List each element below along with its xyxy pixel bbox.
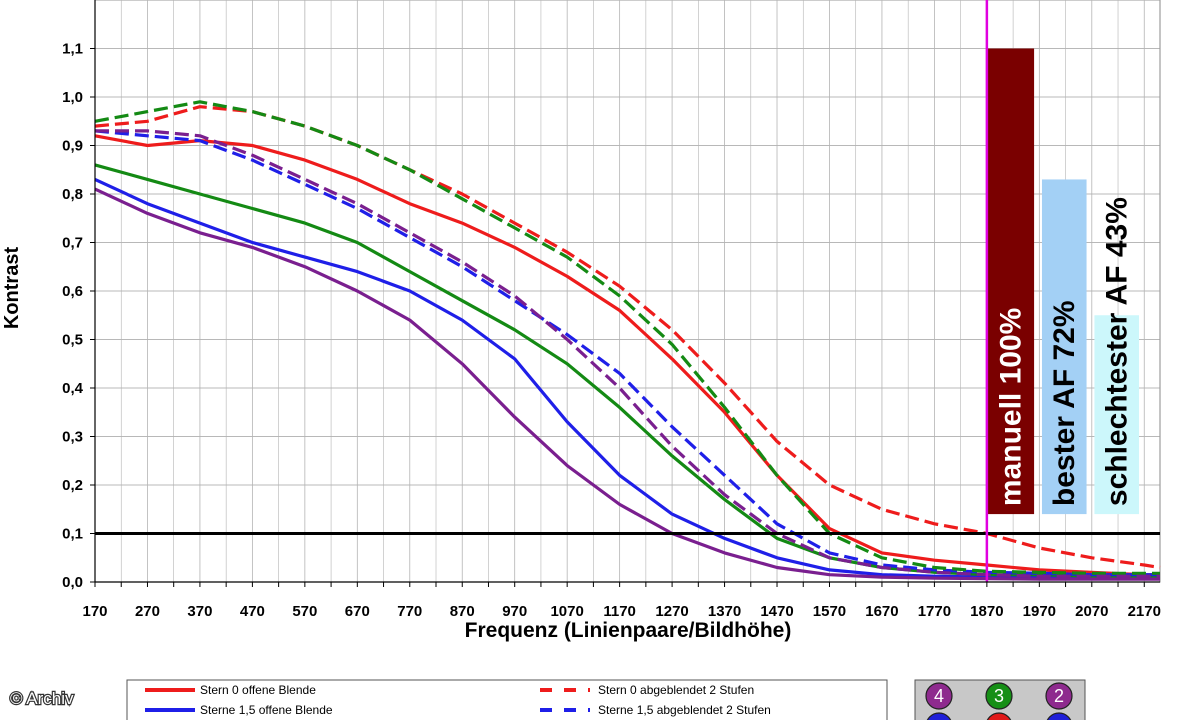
x-tick-label: 370 bbox=[187, 603, 212, 620]
x-tick-label: 670 bbox=[345, 603, 370, 620]
series-line bbox=[94, 187, 1160, 581]
badge-number: 2 bbox=[1054, 686, 1064, 706]
legend-label: Stern 0 abgeblendet 2 Stufen bbox=[598, 683, 754, 697]
series-line-dashed bbox=[95, 129, 1160, 578]
series-line-dashed bbox=[94, 100, 1160, 575]
x-tick-label: 170 bbox=[82, 603, 107, 620]
badge-circle bbox=[1045, 682, 1073, 710]
x-tick-label: 1170 bbox=[603, 603, 636, 620]
badge-circle bbox=[925, 682, 953, 710]
bar-rect bbox=[1041, 179, 1087, 515]
y-tick-label: 0,8 bbox=[62, 186, 83, 203]
badge-circle bbox=[1046, 712, 1072, 720]
bars: manuell 100% bester AF 72% schlechtester A… bbox=[986, 48, 1140, 515]
y-tick-label: 0,3 bbox=[62, 429, 83, 446]
x-tick-label: 1470 bbox=[760, 603, 793, 620]
x-tick-label: 1670 bbox=[865, 603, 898, 620]
x-tick-label: 570 bbox=[292, 603, 317, 620]
bar-rect bbox=[1094, 315, 1140, 515]
x-tick-label: 1570 bbox=[813, 603, 846, 620]
x-axis-label: Frequenz (Linienpaare/Bildhöhe) bbox=[465, 619, 792, 642]
series-line bbox=[94, 134, 1160, 577]
x-tick-label: 1270 bbox=[655, 603, 688, 620]
axes: 0,0 0,1 0,2 0,3 0,4 0,5 0,6 0,7 0,8 0,9 1,0 1,1 170 2… bbox=[62, 0, 1161, 620]
x-tick-label: 770 bbox=[397, 603, 422, 620]
badge-panel: 4 3 2 bbox=[914, 679, 1086, 720]
y-tick-label: 0,1 bbox=[62, 526, 83, 543]
legend-box bbox=[126, 679, 888, 720]
series-line bbox=[94, 163, 1160, 578]
x-tick-label: 1370 bbox=[708, 603, 741, 620]
y-tick-label: 0,0 bbox=[62, 574, 83, 591]
bar-label: manuell 100% bbox=[994, 308, 1027, 506]
y-tick-label: 0,4 bbox=[62, 380, 84, 397]
bar-rect bbox=[986, 48, 1035, 515]
y-tick-label: 1,0 bbox=[62, 89, 83, 106]
series-line bbox=[94, 177, 1160, 579]
credit-text: © Archiv bbox=[10, 689, 74, 708]
y-tick-label: 0,2 bbox=[62, 477, 83, 494]
x-tick-label: 1770 bbox=[918, 603, 951, 620]
y-tick-label: 0,6 bbox=[62, 283, 83, 300]
x-tick-label: 1070 bbox=[550, 603, 583, 620]
y-tick-label: 0,5 bbox=[62, 332, 83, 349]
legend-label: Sterne 1,5 offene Blende bbox=[200, 703, 333, 717]
y-tick-label: 0,9 bbox=[62, 138, 83, 155]
y-axis-label: Kontrast bbox=[1, 247, 23, 330]
series-lines bbox=[94, 0, 1161, 582]
bar-label: schlechtester AF 43% bbox=[1101, 197, 1134, 506]
x-tick-label: 270 bbox=[135, 603, 160, 620]
badge-circle bbox=[926, 712, 952, 720]
x-tick-label: 1970 bbox=[1023, 603, 1056, 620]
badge-number: 3 bbox=[994, 686, 1004, 706]
badge-circle bbox=[985, 682, 1013, 710]
x-tick-label: 2070 bbox=[1075, 603, 1108, 620]
x-tick-label: 470 bbox=[240, 603, 265, 620]
grid bbox=[94, 0, 1161, 583]
legend: Stern 0 offene Blende Sterne 1,5 offene B… bbox=[126, 679, 888, 720]
x-tick-label: 870 bbox=[450, 603, 475, 620]
y-tick-label: 0,7 bbox=[62, 235, 83, 252]
y-tick-label: 1,1 bbox=[62, 41, 83, 58]
legend-label: Stern 0 offene Blende bbox=[200, 683, 316, 697]
badge-circle bbox=[986, 712, 1012, 720]
legend-label: Sterne 1,5 abgeblendet 2 Stufen bbox=[598, 703, 771, 717]
x-tick-label: 2170 bbox=[1128, 603, 1161, 620]
x-tick-label: 970 bbox=[502, 603, 527, 620]
bar-label: bester AF 72% bbox=[1048, 300, 1081, 506]
x-tick-label: 1870 bbox=[970, 603, 1003, 620]
badge-number: 4 bbox=[934, 686, 944, 706]
